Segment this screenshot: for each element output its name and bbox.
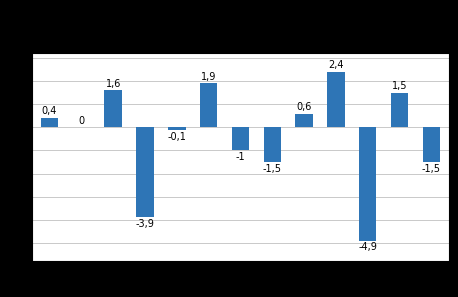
Bar: [359, 127, 376, 241]
Bar: [200, 83, 218, 127]
Bar: [423, 127, 440, 162]
Text: -1,5: -1,5: [263, 164, 282, 174]
Bar: [104, 90, 122, 127]
Text: -4,9: -4,9: [358, 242, 377, 252]
Bar: [136, 127, 154, 217]
Text: -3,9: -3,9: [136, 219, 154, 229]
Text: 0,6: 0,6: [296, 102, 312, 112]
Bar: [295, 113, 313, 127]
Text: -1,5: -1,5: [422, 164, 441, 174]
Text: -0,1: -0,1: [167, 132, 186, 142]
Bar: [263, 127, 281, 162]
Bar: [232, 127, 249, 151]
Text: 1,6: 1,6: [105, 79, 121, 89]
Bar: [168, 127, 185, 130]
Bar: [327, 72, 344, 127]
Text: -1: -1: [235, 152, 245, 162]
Text: 2,4: 2,4: [328, 60, 344, 70]
Text: 1,5: 1,5: [392, 81, 407, 91]
Bar: [391, 93, 408, 127]
Text: 1,9: 1,9: [201, 72, 216, 82]
Bar: [41, 118, 58, 127]
Text: 0,4: 0,4: [42, 106, 57, 116]
Text: 0: 0: [78, 116, 84, 126]
